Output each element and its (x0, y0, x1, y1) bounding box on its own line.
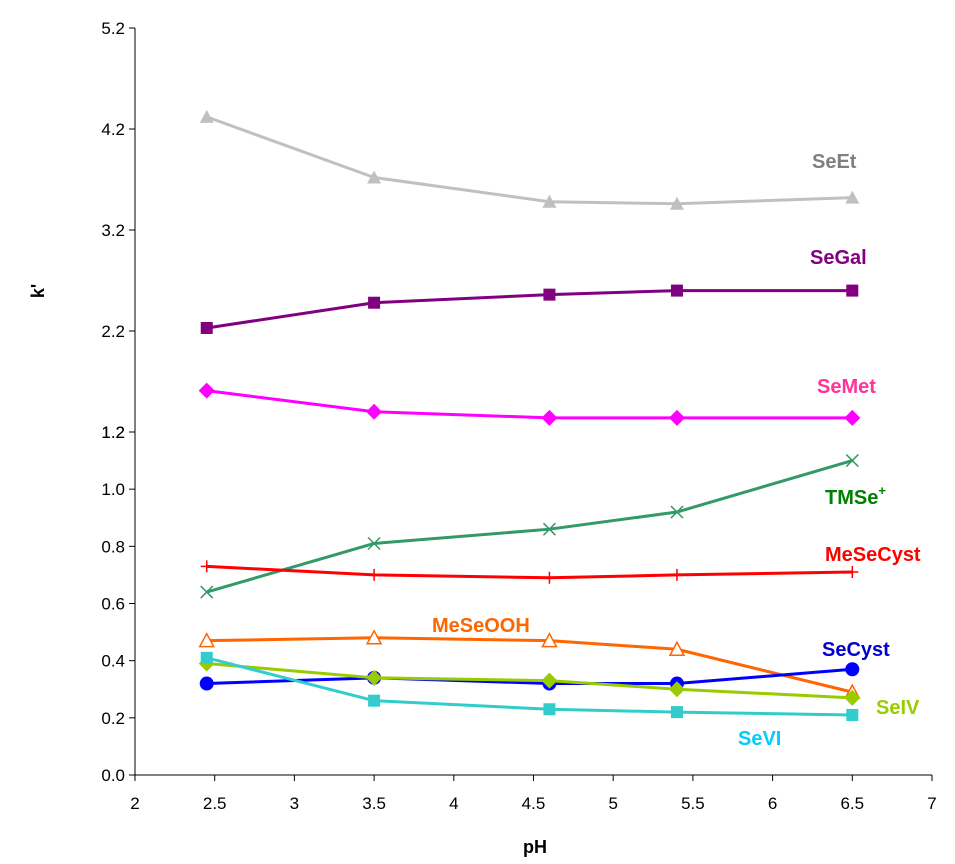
data-point (541, 632, 558, 648)
data-point (670, 284, 683, 297)
series-sevi (200, 651, 859, 721)
data-point (200, 560, 213, 573)
data-point (844, 689, 861, 706)
series-seet (199, 109, 860, 210)
series-label: TMSe+ (825, 483, 886, 509)
x-tick-label: 7 (927, 794, 936, 813)
series-labels: SeEt SeGal SeMet TMSe+ MeSeCyst MeSeOOH SeCyst… (432, 151, 921, 750)
y-tick-label: 1.2 (101, 423, 125, 442)
data-point (199, 676, 214, 691)
data-point (367, 536, 381, 551)
y-axis-title: k' (28, 284, 48, 298)
x-tick-label: 5 (608, 794, 617, 813)
series-line (206, 289, 853, 330)
x-tick-label: 3.5 (362, 794, 386, 813)
series-label: SeGal (810, 247, 867, 269)
data-point (368, 568, 381, 581)
y-tick-label: 1.0 (101, 480, 125, 499)
data-point (368, 694, 381, 707)
series-segal (200, 284, 859, 334)
y-ticks: 0.00.20.40.60.81.01.21.22.23.24.25.2 (101, 19, 135, 785)
series-secyst (199, 662, 860, 691)
data-point (368, 296, 381, 309)
series-line (206, 389, 853, 420)
data-point (668, 409, 685, 426)
x-tick-label: 2 (130, 794, 139, 813)
series-line (206, 115, 853, 206)
data-point (200, 321, 213, 334)
data-point (365, 629, 383, 645)
data-point (366, 403, 383, 420)
series-label: SeMet (817, 376, 876, 398)
series-layer (198, 109, 861, 721)
x-tick-label: 5.5 (681, 794, 705, 813)
data-point (670, 568, 683, 581)
y-tick-label: 3.2 (101, 221, 125, 240)
data-point (668, 681, 685, 698)
x-tick-label: 2.5 (203, 794, 227, 813)
series-line (206, 656, 853, 717)
axes: 0.00.20.40.60.81.01.21.22.23.24.25.2 2 2.… (101, 19, 936, 813)
data-point (542, 522, 556, 536)
data-point (845, 190, 860, 204)
data-point (541, 672, 558, 689)
series-label: SeIV (876, 697, 920, 719)
y-tick-label: 0.8 (101, 537, 125, 556)
x-tick-label: 4.5 (522, 794, 546, 813)
data-point (846, 708, 859, 721)
x-tick-label: 4 (449, 794, 458, 813)
y-tick-label: 2.2 (101, 322, 125, 341)
series-tmse (200, 454, 859, 599)
data-point (541, 409, 558, 426)
data-point (200, 651, 213, 664)
y-tick-label: 0.2 (101, 709, 125, 728)
x-tick-label: 6 (768, 794, 777, 813)
data-point (366, 669, 383, 686)
data-point (670, 505, 684, 519)
y-tick-label: 0.4 (101, 652, 125, 671)
data-point (845, 454, 859, 468)
y-tick-label: 4.2 (101, 120, 125, 139)
x-axis-title: pH (523, 837, 547, 857)
data-point (542, 194, 557, 208)
data-point (668, 640, 686, 656)
y-tick-label: 1.2 (101, 423, 125, 442)
data-point (845, 662, 860, 677)
y-tick-label: 5.2 (101, 19, 125, 38)
data-point (543, 288, 556, 301)
x-ticks: 2 2.5 3 3.5 4 4.5 5 5.5 6 6.5 7 (130, 775, 937, 813)
x-tick-label: 3 (290, 794, 299, 813)
data-point (846, 284, 859, 297)
x-tick-label: 6.5 (840, 794, 864, 813)
data-point (543, 571, 556, 584)
series-label: SeVI (738, 728, 781, 750)
data-point (200, 585, 214, 599)
data-point (199, 109, 214, 123)
data-point (846, 566, 859, 579)
data-point (669, 196, 684, 210)
data-point (670, 706, 683, 719)
series-line (206, 564, 853, 580)
y-tick-label: 0.0 (101, 766, 125, 785)
data-point (198, 632, 215, 648)
y-tick-label: 0.6 (101, 595, 125, 614)
data-point (198, 382, 215, 399)
series-label: SeEt (812, 151, 857, 173)
series-label: MeSeOOH (432, 615, 530, 637)
series-label: SeCyst (822, 639, 890, 661)
series-label: MeSeCyst (825, 544, 921, 566)
series-meseooh (198, 629, 861, 699)
data-point (844, 409, 861, 426)
data-point (367, 170, 382, 184)
series-mesecyst (200, 560, 859, 584)
series-semet (198, 382, 861, 426)
data-point (543, 703, 556, 716)
